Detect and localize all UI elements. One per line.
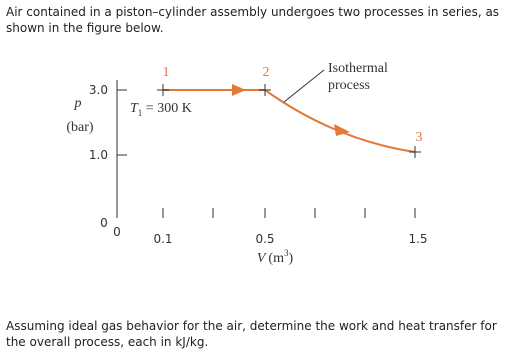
y-tick-label: 0 <box>100 216 108 230</box>
arrowhead <box>232 84 246 96</box>
x-tick-label: 0.5 <box>255 232 274 246</box>
y-tick-label: 1.0 <box>89 148 108 162</box>
y-tick-label: 3.0 <box>89 83 108 97</box>
process-path <box>157 69 421 158</box>
temperature-label: T1 = 300 K <box>130 101 192 118</box>
question-text: Assuming ideal gas behavior for the air,… <box>6 319 497 349</box>
x-axis-label: V (m3) <box>257 248 294 266</box>
intro-text: Air contained in a piston–cylinder assem… <box>6 5 500 35</box>
temperature-symbol: T <box>130 101 139 116</box>
x-axis-unit: (m <box>268 251 284 266</box>
x-tick-label: 1.5 <box>408 232 427 246</box>
leader-line <box>283 69 325 103</box>
axes <box>116 80 416 218</box>
x-tick-label: 0.1 <box>153 232 172 246</box>
x-axis-symbol: V <box>257 251 267 266</box>
state-markers <box>157 84 421 158</box>
y-axis-unit: (bar) <box>66 120 94 135</box>
annotation: process <box>328 78 370 93</box>
state-label: 2 <box>263 65 270 80</box>
x-axis-exponent: 3 <box>284 248 289 258</box>
annotation: Isothermal <box>328 61 388 76</box>
arrowhead <box>334 124 350 136</box>
temperature-value: = 300 K <box>142 101 192 116</box>
y-axis-symbol: p <box>74 96 82 111</box>
x-axis-unit-close: ) <box>288 251 293 266</box>
state-label: 1 <box>163 65 170 80</box>
state-label: 3 <box>416 130 423 145</box>
temperature-subscript: 1 <box>138 108 143 118</box>
x-tick-label: 0 <box>113 225 121 239</box>
